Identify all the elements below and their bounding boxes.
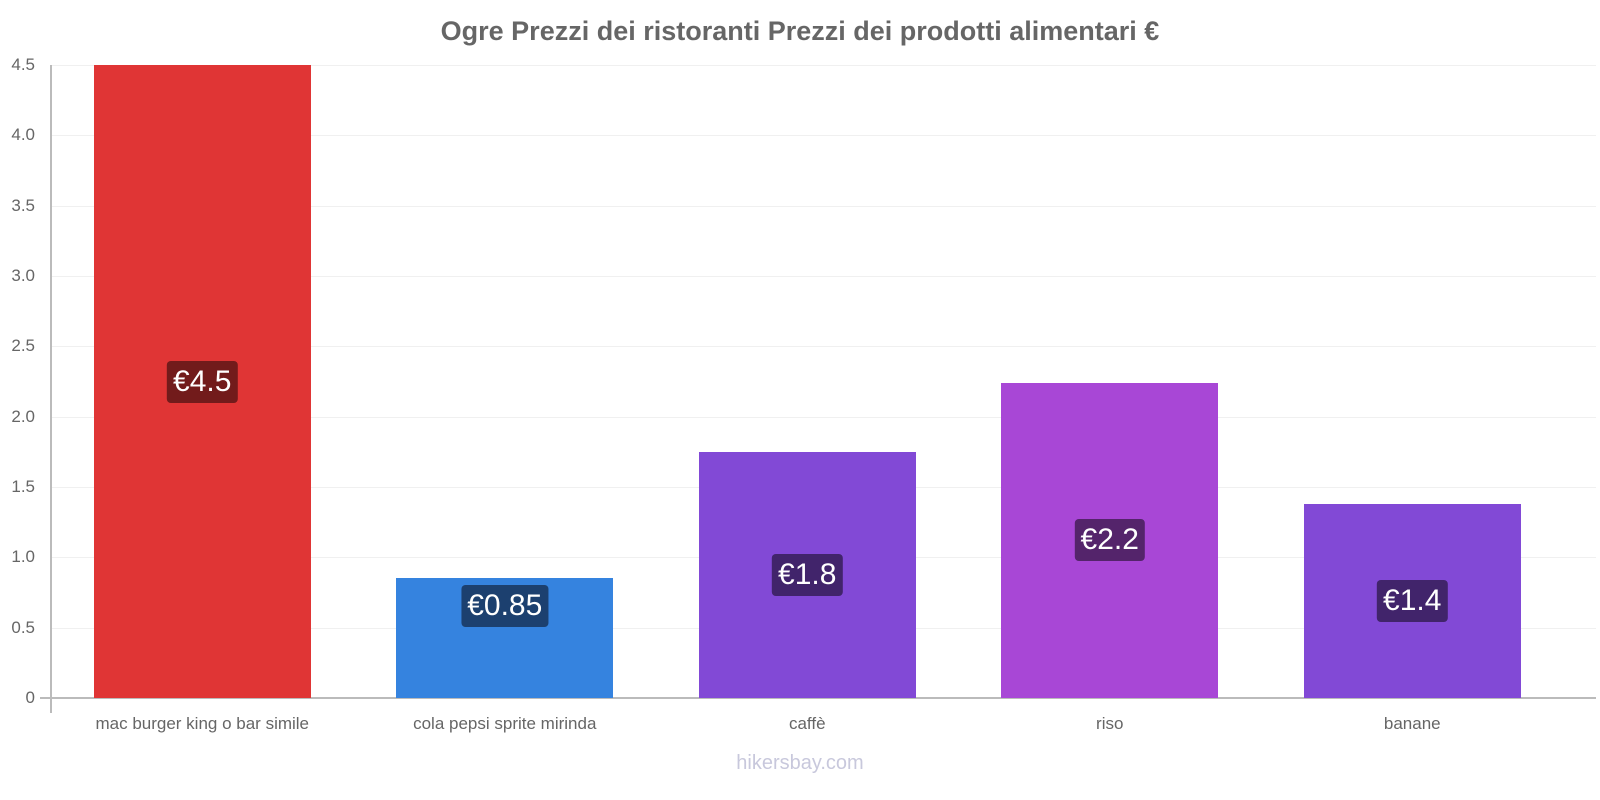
- y-tick-label: 2.5: [11, 336, 35, 356]
- y-tick-label: 4.5: [11, 55, 35, 74]
- x-category-label: caffè: [788, 714, 826, 733]
- y-tick-label: 0.5: [11, 617, 35, 637]
- chart-title: Ogre Prezzi dei ristoranti Prezzi dei pr…: [440, 16, 1160, 46]
- bar-value-label: €4.5: [167, 360, 238, 403]
- bar-value-label: €0.85: [461, 585, 549, 628]
- gridline: [51, 416, 1596, 418]
- y-tick-label: 1.0: [11, 547, 35, 567]
- bar-value-label: €1.8: [772, 553, 843, 596]
- y-axis-line: [50, 65, 52, 713]
- x-category-label: cola pepsi sprite mirinda: [413, 714, 597, 733]
- y-tick-label: 2.0: [11, 406, 35, 426]
- source-watermark: hikersbay.com: [736, 752, 864, 774]
- y-tick-label: 3.5: [11, 195, 35, 215]
- x-axis-line: [40, 697, 1596, 699]
- x-category-label: riso: [1096, 714, 1124, 733]
- bar-value-label: €2.2: [1074, 519, 1145, 562]
- y-tick-label: 3.0: [11, 266, 35, 285]
- y-tick-label: 1.5: [11, 477, 35, 496]
- gridline: [51, 276, 1596, 277]
- y-tick-label: 4.0: [11, 125, 35, 145]
- gridline: [51, 65, 1596, 66]
- gridline: [51, 135, 1596, 137]
- x-category-label: mac burger king o bar simile: [95, 714, 310, 733]
- x-category-label: banane: [1383, 714, 1441, 733]
- gridline: [51, 346, 1596, 348]
- bar-value-label: €1.4: [1377, 579, 1448, 622]
- y-tick-label: 0: [25, 688, 35, 707]
- gridline: [51, 205, 1596, 207]
